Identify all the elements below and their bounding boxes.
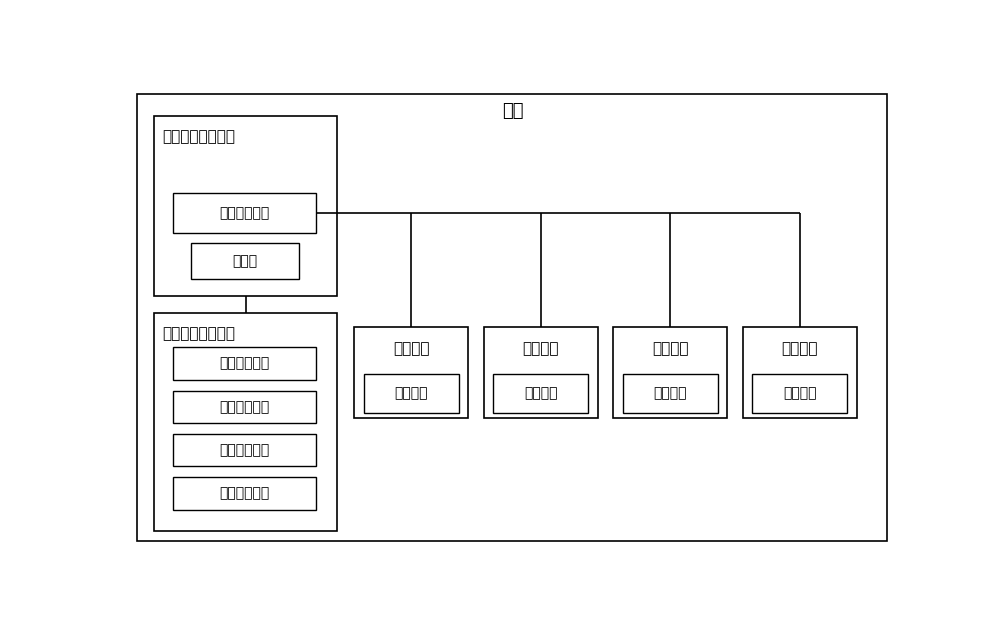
Bar <box>173 434 316 467</box>
Text: 存储器: 存储器 <box>233 254 258 268</box>
Text: 电流调控系统: 电流调控系统 <box>220 206 270 220</box>
Bar <box>154 313 337 532</box>
Text: 信号输入接口: 信号输入接口 <box>220 486 270 500</box>
Bar <box>354 327 468 419</box>
Text: 输出单元: 输出单元 <box>523 341 559 356</box>
Text: 输出接口: 输出接口 <box>783 386 816 401</box>
Bar <box>493 374 588 412</box>
Text: 多路电位采样单元: 多路电位采样单元 <box>162 326 235 341</box>
Text: 操作显示控制单元: 操作显示控制单元 <box>162 129 235 144</box>
Text: 输出接口: 输出接口 <box>653 386 687 401</box>
Bar <box>173 391 316 423</box>
Bar <box>752 374 847 412</box>
Text: 输出单元: 输出单元 <box>393 341 430 356</box>
Bar <box>623 374 718 412</box>
Text: 输出单元: 输出单元 <box>781 341 818 356</box>
Text: 信号输入接口: 信号输入接口 <box>220 357 270 371</box>
Bar <box>154 115 337 296</box>
Bar <box>364 374 459 412</box>
Text: 机箱: 机箱 <box>502 102 523 120</box>
Bar <box>173 193 316 233</box>
Text: 信号输入接口: 信号输入接口 <box>220 443 270 457</box>
Text: 信号输入接口: 信号输入接口 <box>220 400 270 414</box>
Bar <box>484 327 598 419</box>
Bar <box>173 477 316 510</box>
Bar <box>613 327 727 419</box>
Text: 输出接口: 输出接口 <box>395 386 428 401</box>
Bar <box>173 348 316 380</box>
Text: 输出单元: 输出单元 <box>652 341 688 356</box>
Bar <box>191 243 299 279</box>
Bar <box>743 327 857 419</box>
Text: 输出接口: 输出接口 <box>524 386 558 401</box>
